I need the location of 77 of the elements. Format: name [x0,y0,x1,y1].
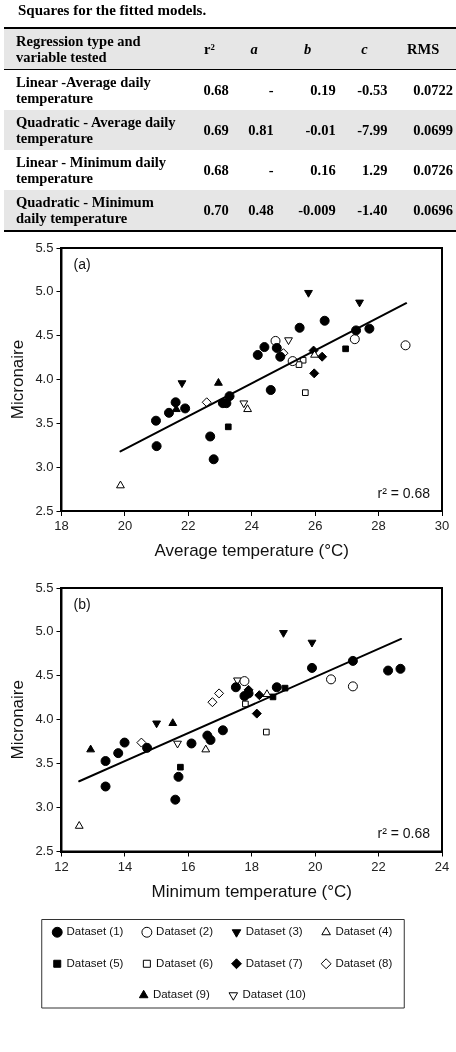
text: Quadratic - Minimum daily temperature [4,190,187,231]
y-tick-label: 4.0 [35,711,54,727]
text: -0.53 [356,81,389,100]
text: 0.16 [309,161,337,180]
x-tick-label: 12 [54,858,69,874]
text: 0.0722 [412,81,454,100]
text: RMS [390,28,456,70]
text: - [267,81,275,100]
text: 0.0726 [412,161,454,180]
text: c [338,28,391,70]
text: 1.29 [361,161,389,180]
y-tick-label: 3.0 [35,799,54,815]
annotation: r² = 0.68 [377,484,431,501]
y-tick-label: 3.5 [35,414,54,430]
text: -0.009 [276,190,339,231]
y-tick-label: 4.5 [35,327,54,343]
text: Regression type and variable tested [4,28,187,70]
y-tick-label: 2.5 [35,502,54,518]
text: -7.99 [338,110,391,150]
y-axis-title: Micronaire [7,680,27,760]
x-tick-label: 18 [54,518,69,534]
x-tick-label: 22 [181,518,196,534]
x-tick-label: 18 [244,858,259,874]
x-tick-label: 24 [434,858,450,874]
x-tick-label: 20 [307,858,323,874]
legend-label: Dataset (1) [66,925,124,938]
legend-label: Dataset (3) [245,925,303,938]
annotation: r² = 0.68 [377,825,431,842]
legend-label: Dataset (4) [335,925,393,938]
text: 0.48 [231,190,277,231]
text: Quadratic - Average daily temperature [4,110,187,150]
legend-label: Dataset (2) [156,925,214,938]
text: Linear -Average daily temperature [15,73,152,108]
legend-label: Dataset (10) [242,988,306,1001]
text: 0.68 [202,81,230,100]
text: 0.70 [187,190,232,231]
y-tick-label: 2.5 [35,843,54,859]
text: 0.68 [202,161,230,180]
y-tick-label: 5.5 [35,579,54,595]
text: -0.01 [276,110,339,150]
y-tick-label: 5.0 [35,283,54,299]
text: Linear - Minimum daily temperature [15,153,167,188]
annotation: (b) [73,595,91,612]
x-tick-label: 22 [371,858,386,874]
legend-label: Dataset (7) [245,956,303,969]
x-axis-title: Average temperature (°C) [154,541,349,561]
y-tick-label: 4.0 [35,371,54,387]
text: a [231,28,277,70]
x-axis-title: Minimum temperature (°C) [151,881,352,901]
text: 0.19 [309,81,337,100]
x-tick-label: 14 [117,858,133,874]
legend-label: Dataset (9) [152,988,210,1001]
x-tick-label: 26 [307,518,323,534]
y-tick-label: 4.5 [35,667,54,683]
legend-label: Dataset (8) [335,956,393,969]
text: 0.0696 [390,190,456,231]
text: 0.69 [187,110,232,150]
y-tick-label: 3.5 [35,755,54,771]
x-tick-label: 20 [117,518,133,534]
y-axis-title: Micronaire [7,339,27,420]
x-tick-label: 30 [434,518,450,534]
text: r² [187,28,232,70]
text: 0.0699 [390,110,456,150]
y-tick-label: 5.5 [35,239,54,255]
text: 0.81 [231,110,277,150]
text: -1.40 [338,190,391,231]
x-tick-label: 28 [371,518,386,534]
y-tick-label: 5.0 [35,623,54,639]
text: - [267,161,275,180]
x-tick-label: 24 [244,518,259,534]
x-tick-label: 16 [181,858,196,874]
annotation: (a) [73,255,91,272]
legend-label: Dataset (6) [156,956,214,969]
legend-label: Dataset (5) [66,956,124,969]
text: b [276,28,339,70]
text: Squares for the fitted models. [17,1,208,20]
y-tick-label: 3.0 [35,458,54,474]
